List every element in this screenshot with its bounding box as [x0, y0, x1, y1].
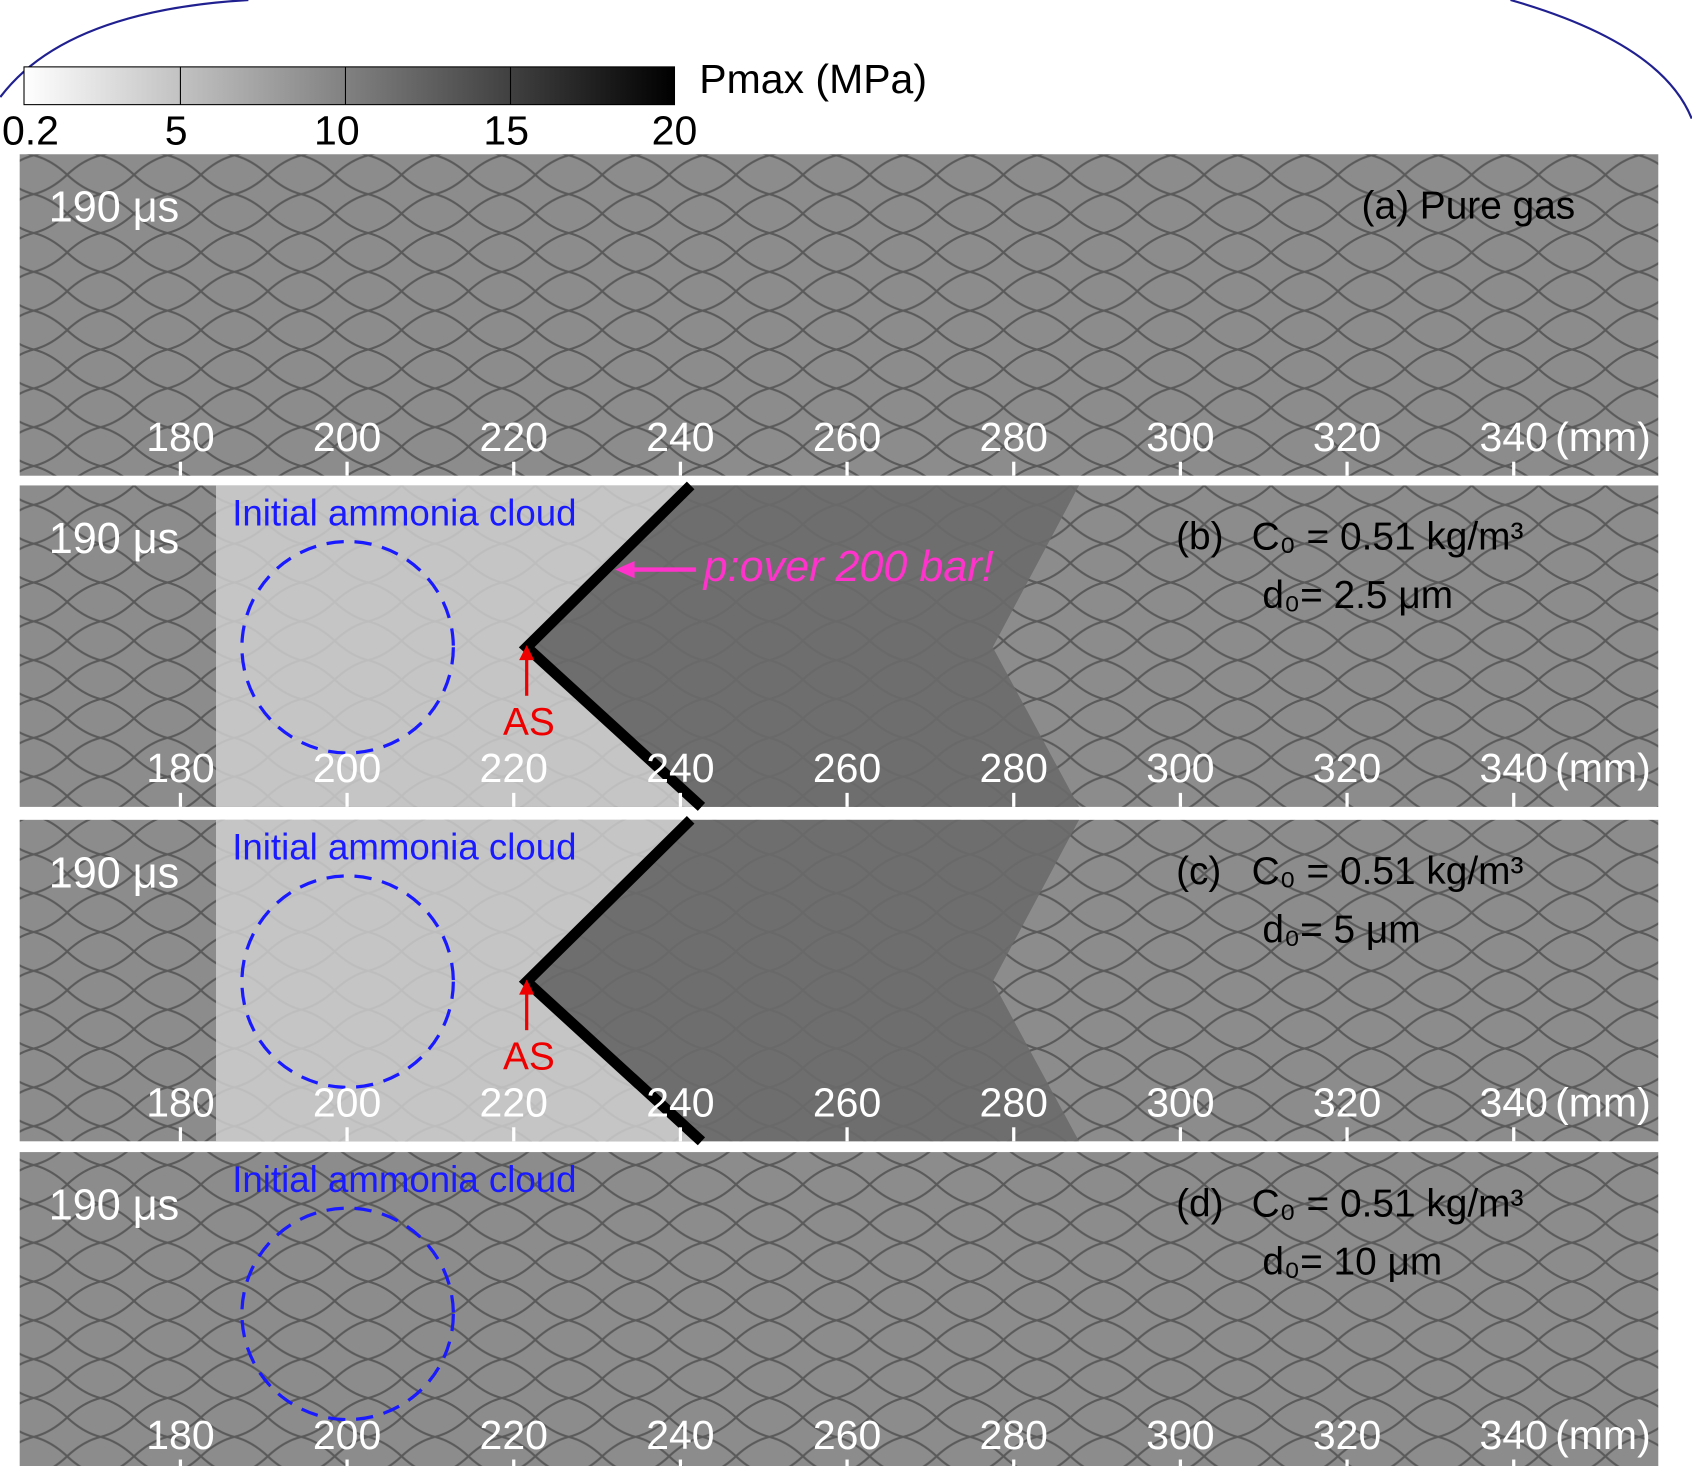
panel-caption: (c): [1176, 850, 1221, 893]
as-label: AS: [503, 701, 555, 744]
panel: 190 μs (a) Pure gas 180 200 220 240 260 280 300 3…: [20, 154, 1659, 475]
x-tick-label: 220: [480, 745, 548, 791]
cloud-label: Initial ammonia cloud: [232, 492, 576, 533]
concentration: C₀ = 0.51 kg/m³: [1252, 850, 1524, 893]
x-tick-label: 320: [1313, 1080, 1381, 1126]
x-unit: (mm): [1555, 414, 1651, 460]
time-label: 190 μs: [49, 184, 179, 232]
x-tick-label: 340: [1480, 745, 1548, 791]
diameter: d₀= 2.5 μm: [1262, 574, 1453, 617]
x-tick-label: 180: [146, 1080, 214, 1126]
figure: Pmax (MPa) 0.25101520190 μs(a) Pure gas1…: [0, 0, 1692, 1466]
cloud-label: Initial ammonia cloud: [232, 827, 576, 868]
x-tick-label: 300: [1146, 1080, 1214, 1126]
x-tick-label: 200: [313, 1080, 381, 1126]
x-tick-label: 260: [813, 1080, 881, 1126]
diameter: d₀= 5 μm: [1262, 908, 1420, 951]
x-tick-label: 180: [146, 1412, 214, 1458]
x-tick-label: 220: [480, 414, 548, 460]
x-tick-label: 180: [146, 414, 214, 460]
concentration: C₀ = 0.51 kg/m³: [1252, 516, 1524, 559]
colorbar-tick-label: 20: [652, 108, 698, 154]
time-label: 190 μs: [49, 515, 179, 563]
x-tick-label: 340: [1480, 414, 1548, 460]
x-tick-label: 240: [646, 1412, 714, 1458]
x-tick-label: 240: [646, 1080, 714, 1126]
x-tick-label: 240: [646, 414, 714, 460]
colorbar-label: Pmax (MPa): [699, 56, 927, 102]
panel: AS Initial ammonia cloud 190 μs (c) C₀ = 0.5…: [20, 820, 1659, 1141]
x-tick-label: 320: [1313, 414, 1381, 460]
x-tick-label: 300: [1146, 1412, 1214, 1458]
colorbar-tick-label: 15: [483, 108, 529, 154]
colorbar-tick-label: 0.2: [2, 108, 59, 154]
x-tick-label: 260: [813, 1412, 881, 1458]
x-tick-label: 180: [146, 745, 214, 791]
time-label: 190 μs: [49, 1182, 179, 1230]
colorbar: [24, 67, 674, 105]
x-unit: (mm): [1555, 745, 1651, 791]
cloud-label: Initial ammonia cloud: [232, 1159, 576, 1200]
x-tick-label: 200: [313, 414, 381, 460]
panel-caption: (d): [1176, 1182, 1223, 1225]
colorbar-tick-label: 5: [165, 108, 188, 154]
x-tick-label: 200: [313, 1412, 381, 1458]
panel: AS p:over 200 bar! Initial ammonia cloud 19…: [20, 485, 1659, 806]
panel: Initial ammonia cloud 190 μs (d) C₀ = 0.51 …: [20, 1152, 1659, 1466]
x-tick-label: 300: [1146, 745, 1214, 791]
x-tick-label: 340: [1480, 1080, 1548, 1126]
x-tick-label: 340: [1480, 1412, 1548, 1458]
x-tick-label: 200: [313, 745, 381, 791]
x-tick-label: 260: [813, 745, 881, 791]
time-label: 190 μs: [49, 849, 179, 897]
x-unit: (mm): [1555, 1080, 1651, 1126]
x-tick-label: 280: [980, 745, 1048, 791]
x-tick-label: 280: [980, 1080, 1048, 1126]
x-tick-label: 280: [980, 1412, 1048, 1458]
diameter: d₀= 10 μm: [1262, 1241, 1442, 1284]
x-tick-label: 240: [646, 745, 714, 791]
as-label: AS: [503, 1036, 555, 1079]
panel-caption: (a) Pure gas: [1362, 184, 1576, 227]
x-tick-label: 320: [1313, 745, 1381, 791]
panel-caption: (b): [1176, 516, 1223, 559]
x-tick-label: 320: [1313, 1412, 1381, 1458]
x-tick-label: 260: [813, 414, 881, 460]
x-tick-label: 220: [480, 1080, 548, 1126]
colorbar-tick-label: 10: [314, 108, 360, 154]
x-tick-label: 280: [980, 414, 1048, 460]
x-unit: (mm): [1555, 1412, 1651, 1458]
x-tick-label: 220: [480, 1412, 548, 1458]
x-tick-label: 300: [1146, 414, 1214, 460]
concentration: C₀ = 0.51 kg/m³: [1252, 1182, 1524, 1225]
pressure-note: p:over 200 bar!: [702, 543, 994, 591]
